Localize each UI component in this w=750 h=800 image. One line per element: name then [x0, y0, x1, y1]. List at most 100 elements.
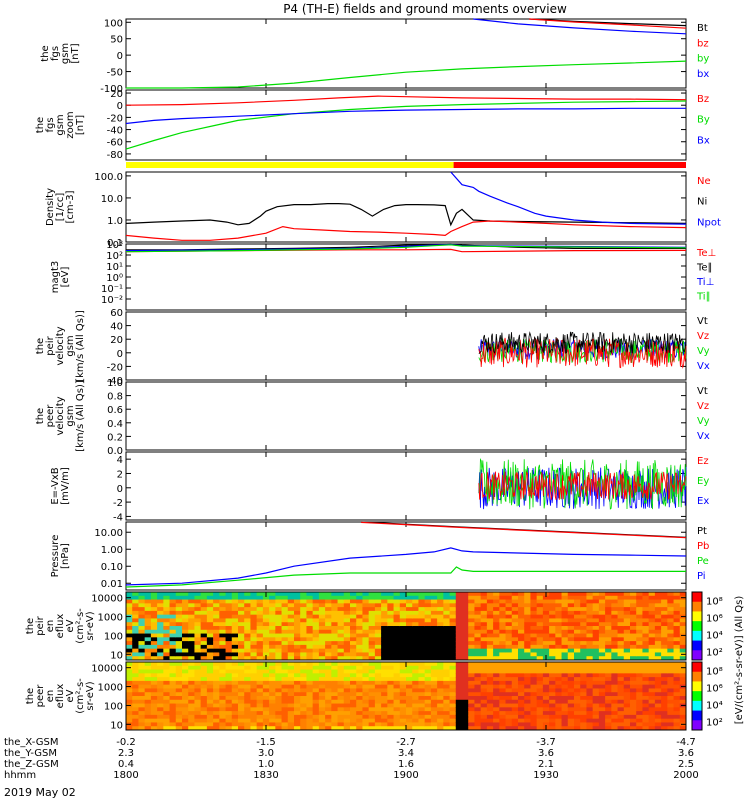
legend-Npot: Npot	[697, 217, 721, 228]
legend-Pb: Pb	[697, 541, 709, 552]
y-tick-label: 0.4	[107, 419, 123, 430]
footer-value: 1.6	[398, 759, 414, 770]
legend-Te⊥: Te⊥	[696, 248, 716, 259]
y-tick-label: -20	[107, 113, 123, 124]
footer-value: 3.4	[398, 748, 414, 759]
panel-fgs_gsm: 100 50 0 -50 -100 thefgsgsm[nT] Bt bz by bx	[40, 18, 709, 95]
y-tick-label: 1.0	[107, 378, 123, 389]
footer-value: 3.6	[678, 748, 694, 759]
footer-value: 1830	[253, 770, 278, 781]
colorbar-tick-label: 10⁶	[706, 614, 723, 625]
y-axis-label: thefgsgsm[nT]	[40, 43, 81, 64]
y-tick-label: -2	[113, 498, 123, 509]
y-tick-label: 10⁻²	[101, 295, 123, 306]
colorbar-peir_eflux: 10⁸ 10⁶ 10⁴ 10²	[691, 591, 723, 661]
panels: 100500-50-100thefgsgsm[nT]Btbzbybx200-20…	[25, 18, 745, 731]
colorbar-tick-label: 10⁶	[706, 684, 723, 695]
footer-value: 1900	[393, 770, 418, 781]
y-tick-label: 10.00	[94, 528, 123, 539]
legend-Vy: Vy	[697, 346, 710, 357]
y-tick-label: 100	[104, 631, 123, 642]
series-line	[529, 18, 687, 29]
y-tick-label: 50	[110, 35, 123, 46]
y-tick-label: 10¹	[106, 262, 123, 273]
panel-frame	[125, 381, 687, 451]
legend-Vz: Vz	[697, 331, 709, 342]
series-line	[125, 107, 686, 125]
noise-series	[478, 471, 687, 501]
colorbar-tick-label: 10²	[706, 718, 723, 729]
legend-Ti⊥: Ti⊥	[696, 277, 714, 288]
noise-series	[478, 457, 687, 510]
colorbar-peer_eflux: 10⁸ 10⁶ 10⁴ 10²	[691, 661, 723, 731]
y-tick-label: 10000	[91, 594, 123, 605]
y-tick-label: -40	[107, 376, 123, 387]
footer-value: 2000	[673, 770, 698, 781]
series-line	[125, 203, 687, 227]
y-tick-label: 40	[110, 322, 123, 333]
series-line	[450, 171, 687, 225]
panel-peer_velocity: 1.0 0.8 0.6 0.4 0.2 0.0 thepeervelocitygsm[km/…	[35, 378, 710, 457]
panel-frame	[125, 89, 687, 161]
legend-Vx: Vx	[697, 361, 710, 372]
y-tick-label: 100	[104, 18, 123, 29]
y-axis-label: thepeirvelocitygsm[km/s (All Qs)]	[35, 310, 86, 382]
date-label: 2019 May 02	[4, 786, 76, 799]
colorbar-label: [eV/(cm²-s-sr-eV)] (All Qs)	[734, 596, 745, 725]
legend-Bt: Bt	[697, 23, 708, 34]
footer-value: -3.7	[536, 737, 556, 748]
legend-By: By	[697, 115, 710, 126]
y-axis-label: thepeerenefluxeV(cm²-s-sr-eV)	[25, 678, 96, 714]
footer-value: 1800	[113, 770, 138, 781]
y-tick-label: 1.0	[107, 216, 123, 227]
footer-value: -2.7	[396, 737, 416, 748]
noise-series	[478, 331, 687, 354]
y-tick-label: -50	[107, 68, 123, 79]
panel-pressure: 10.00 1.00 0.10 0.01 Pressure[nPa] Pt Pb Pe Pi	[50, 521, 709, 591]
y-axis-label: Density[1/cc][cm-3]	[45, 188, 76, 226]
y-axis-label: Pressure[nPa]	[50, 535, 71, 578]
series-line	[125, 220, 687, 241]
y-tick-label: 1000	[98, 613, 123, 624]
y-tick-label: 10	[110, 720, 123, 731]
footer-row-label: the_X-GSM	[4, 737, 58, 748]
legend-Bx: Bx	[697, 135, 710, 146]
noise-series	[478, 337, 687, 369]
footer-row-label: hhmm	[4, 770, 36, 781]
y-tick-label: 10⁻¹	[101, 284, 123, 295]
legend-Pi: Pi	[697, 571, 706, 582]
legend-by: by	[697, 54, 709, 65]
footer-value: 1.0	[258, 759, 274, 770]
panel-peir_eflux: 10⁸ 10⁶ 10⁴ 10² 10000 1000 100 10 thepeireneflux…	[25, 591, 723, 661]
y-tick-label: 10⁰	[106, 273, 123, 284]
panel-peir_velocity: 60 40 20 0 -20 -40 thepeirvelocitygsm[km/s (Al…	[35, 308, 710, 387]
y-tick-label: 1000	[98, 683, 123, 694]
y-tick-label: 100	[104, 701, 123, 712]
y-tick-label: 10000	[91, 664, 123, 675]
y-tick-label: -60	[107, 138, 123, 149]
y-tick-label: 0.1	[107, 238, 123, 249]
y-axis-label: thepeervelocitygsm[km/s (All Qs)]	[35, 380, 86, 452]
colorbar-tick-label: 10⁸	[706, 667, 723, 678]
y-tick-label: -80	[107, 150, 123, 161]
y-tick-label: 10.0	[101, 194, 123, 205]
series-line	[473, 18, 687, 35]
legend-Ti∥: Ti∥	[696, 292, 711, 303]
footer-value: -1.5	[256, 737, 276, 748]
y-tick-label: 10²	[106, 251, 123, 262]
footer-value: 3.0	[258, 748, 274, 759]
y-tick-label: 0.01	[101, 579, 123, 590]
series-line	[126, 60, 687, 89]
legend-Vz: Vz	[697, 401, 709, 412]
panel-frame	[125, 243, 687, 311]
y-tick-label: 0	[117, 349, 123, 360]
series-line	[361, 521, 687, 539]
legend-Ex: Ex	[697, 496, 709, 507]
y-tick-label: 0.0	[107, 446, 123, 457]
panel-frame	[125, 521, 687, 591]
plot-title: P4 (TH-E) fields and ground moments over…	[283, 2, 567, 16]
y-tick-label: -20	[107, 362, 123, 373]
